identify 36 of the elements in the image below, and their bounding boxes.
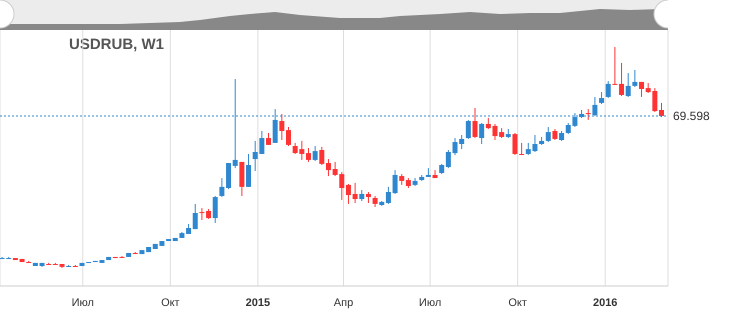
candlestick xyxy=(626,72,631,98)
candlestick xyxy=(359,189,364,202)
candlestick xyxy=(292,142,298,154)
candlestick xyxy=(506,128,511,139)
x-tick-label: 2016 xyxy=(592,297,618,309)
candlestick xyxy=(519,142,524,156)
candlestick xyxy=(546,126,551,143)
candlestick xyxy=(632,69,638,88)
candlestick xyxy=(606,80,611,99)
candlestick xyxy=(472,107,478,139)
x-tick-label: Апр xyxy=(334,297,354,309)
candlestick xyxy=(252,140,258,172)
candlestick xyxy=(366,191,371,204)
x-tick-label: Окт xyxy=(161,297,180,309)
candlestick xyxy=(439,163,444,175)
candlestick xyxy=(212,195,218,224)
candlestick xyxy=(259,130,264,154)
candlestick xyxy=(399,174,404,186)
x-tick-label: Окт xyxy=(508,297,527,309)
candlestick xyxy=(266,132,272,146)
candlestick xyxy=(372,195,378,208)
candlestick xyxy=(312,146,318,162)
x-tick-label: 2015 xyxy=(246,297,270,309)
candlestick xyxy=(512,132,518,156)
candlestick xyxy=(559,130,564,142)
candlestick xyxy=(406,178,411,188)
candlestick xyxy=(479,122,484,145)
candlestick xyxy=(466,119,471,140)
candlestick xyxy=(246,153,252,188)
x-tick-label: Июл xyxy=(72,297,94,309)
candlestick xyxy=(599,92,604,105)
candlestick xyxy=(552,128,558,141)
candlestick xyxy=(586,108,591,120)
chart-title: USDRUB, W1 xyxy=(69,36,164,53)
x-tick-label: Июл xyxy=(418,297,442,309)
text: 69.598 xyxy=(673,109,710,124)
